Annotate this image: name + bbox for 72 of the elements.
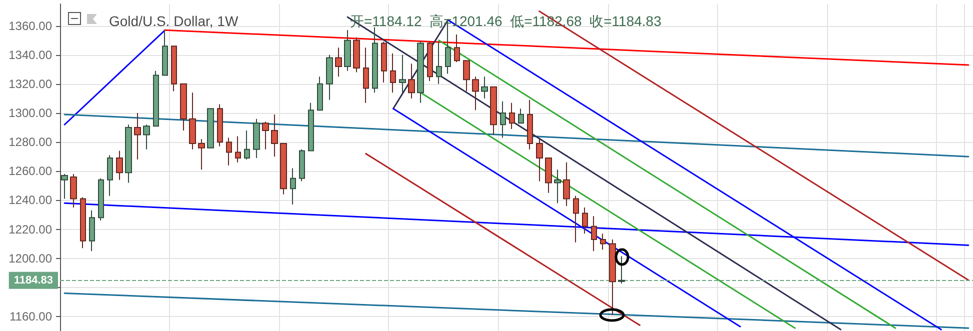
candlestick bbox=[271, 114, 278, 158]
candlestick bbox=[427, 41, 433, 82]
candlestick bbox=[107, 154, 113, 196]
candlestick bbox=[500, 100, 506, 138]
candlestick bbox=[490, 86, 497, 136]
candlestick bbox=[582, 206, 588, 234]
candlestick bbox=[454, 34, 460, 63]
candlestick bbox=[198, 138, 205, 170]
candlestick bbox=[509, 102, 515, 130]
text: Gold/U.S. Dollar, 1W bbox=[109, 13, 239, 29]
candlestick bbox=[308, 102, 314, 152]
candlestick bbox=[417, 41, 424, 104]
candlestick bbox=[207, 108, 214, 148]
y-tick-label: 1200.00 bbox=[8, 251, 52, 266]
candlestick bbox=[290, 168, 296, 206]
y-tick-label: 1160.00 bbox=[10, 309, 52, 324]
candlestick bbox=[171, 46, 177, 92]
candlestick bbox=[262, 121, 269, 150]
candlestick bbox=[472, 76, 479, 111]
ref-line-label: 1184.83 bbox=[14, 274, 53, 286]
candlestick bbox=[573, 195, 579, 243]
y-tick-label: 1280.00 bbox=[8, 135, 52, 150]
candlestick bbox=[280, 143, 287, 195]
candlestick bbox=[153, 70, 159, 127]
candlestick bbox=[527, 99, 533, 150]
candlestick bbox=[226, 137, 232, 166]
candlestick bbox=[326, 54, 333, 100]
y-tick-label: 1220.00 bbox=[8, 222, 52, 236]
candlestick bbox=[353, 36, 360, 73]
candlestick bbox=[116, 150, 123, 180]
y-tick-label: 1300.00 bbox=[8, 106, 52, 120]
candlestick bbox=[235, 136, 241, 163]
candlestick bbox=[363, 47, 369, 104]
candlestick bbox=[399, 54, 406, 94]
candlestick bbox=[344, 30, 351, 72]
candlestick bbox=[554, 169, 561, 204]
candlestick bbox=[390, 52, 396, 94]
candlestick bbox=[335, 47, 342, 78]
candlestick bbox=[545, 158, 552, 194]
candlestick bbox=[217, 104, 223, 147]
candlestick bbox=[481, 76, 488, 99]
candlestick bbox=[98, 178, 104, 222]
y-tick-label: 1240.00 bbox=[8, 193, 52, 208]
candlestick bbox=[408, 63, 415, 99]
candlestick bbox=[609, 238, 616, 316]
candlestick bbox=[162, 30, 168, 76]
candlestick bbox=[70, 174, 77, 208]
candlestick bbox=[381, 41, 387, 83]
candlestick bbox=[317, 76, 323, 111]
candlestick bbox=[436, 41, 442, 84]
candlestick bbox=[299, 148, 305, 182]
candlestick bbox=[61, 174, 68, 200]
candlestick bbox=[80, 196, 86, 249]
candlestick bbox=[189, 92, 196, 150]
candlestick bbox=[180, 83, 187, 131]
candlestick bbox=[125, 124, 132, 184]
y-tick-label: 1340.00 bbox=[8, 48, 52, 62]
candlestick bbox=[143, 124, 150, 150]
candlestick bbox=[253, 118, 260, 159]
candlestick bbox=[600, 233, 606, 250]
candlestick bbox=[591, 216, 597, 252]
candlestick bbox=[89, 210, 95, 252]
candlestick bbox=[134, 112, 141, 160]
candlestick bbox=[536, 138, 543, 182]
y-tick-label: 1260.00 bbox=[8, 164, 52, 178]
candlestick bbox=[244, 130, 250, 160]
y-tick-label: 1320.00 bbox=[8, 76, 52, 91]
candlestick bbox=[518, 108, 524, 124]
candlestick bbox=[372, 26, 378, 94]
candlestick bbox=[563, 162, 570, 207]
candlestick bbox=[463, 60, 470, 92]
y-tick-label: 1360.00 bbox=[8, 18, 52, 33]
